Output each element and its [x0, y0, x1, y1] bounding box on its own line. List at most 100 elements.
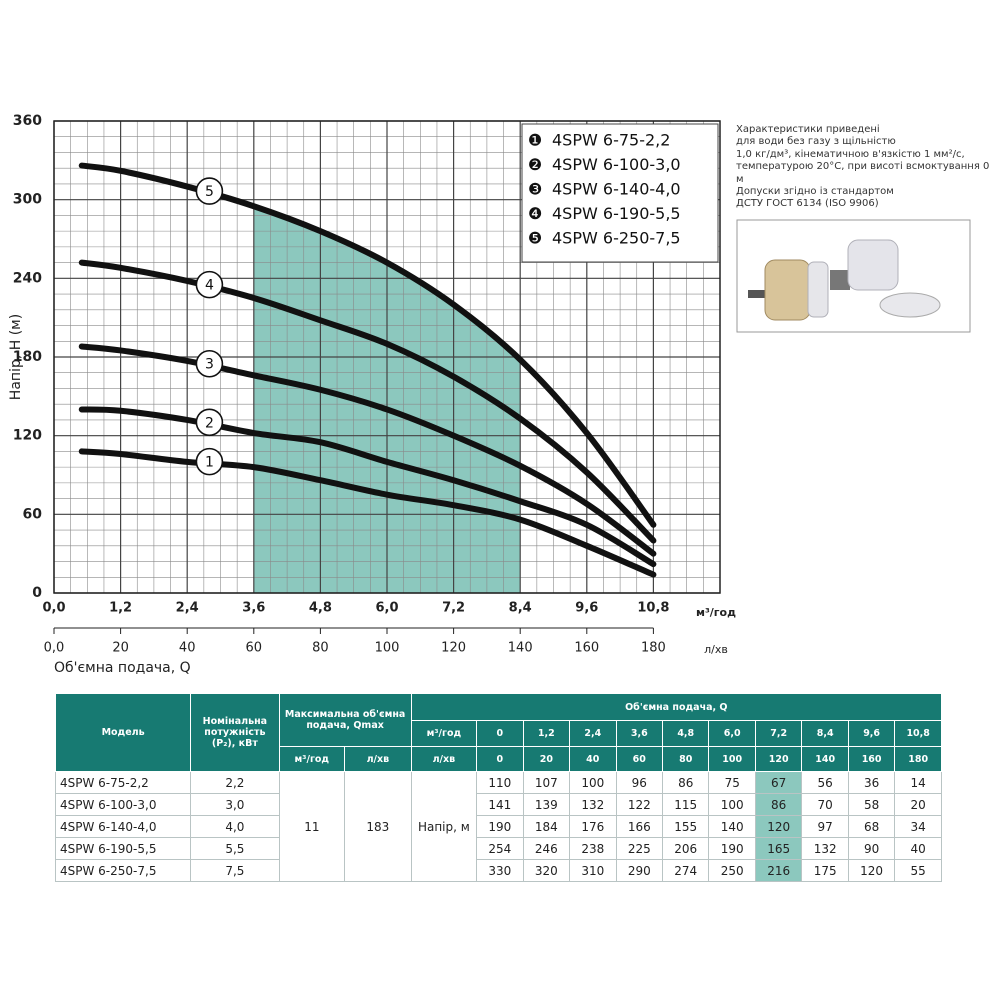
- table-cell: 68: [847, 815, 896, 838]
- table-cell: 110: [476, 771, 524, 794]
- table-cell: 3,0: [190, 793, 280, 816]
- x2-tick-label: 140: [508, 641, 533, 656]
- table-row: м³/год л/хв л/хв 0 20 40 60 80 100 120 140 160 180: [56, 746, 942, 772]
- x2-unit: л/хв: [704, 643, 728, 656]
- table-cell: 58: [847, 793, 896, 816]
- x-tick-label: 6,0: [375, 601, 398, 616]
- table-cell: 330: [476, 859, 524, 882]
- table-cell: 4,0: [190, 815, 280, 838]
- notes: Характеристики приведені для води без газ…: [736, 124, 1000, 211]
- x-tick-label: 9,6: [575, 601, 598, 616]
- y-tick-label: 300: [13, 192, 42, 208]
- x2-tick-label: 20: [112, 641, 129, 656]
- y-tick-label: 180: [13, 349, 42, 365]
- table-cell: 238: [569, 837, 617, 860]
- table-cell: 86: [661, 771, 710, 794]
- y-tick-label: 360: [13, 113, 42, 129]
- y-tick-label: 0: [32, 585, 42, 601]
- table-cell: 55: [894, 859, 942, 882]
- curve-badge: [195, 349, 224, 378]
- table-cell: 90: [847, 837, 896, 860]
- table-cell: Напір, м: [410, 771, 478, 882]
- table-row: м³/год 0 1,2 2,4 3,6 4,8 6,0 7,2 8,4 9,6 10,8: [56, 720, 942, 747]
- note-line: температурою 20°C, при висоті всмоктуван…: [736, 161, 990, 185]
- table-cell: 100: [708, 746, 756, 772]
- table-cell: 4SPW 6-190-5,5: [54, 837, 192, 860]
- x-tick-label: 7,2: [442, 601, 465, 616]
- table-cell: Номінальна потужність (P₂), кВт: [190, 693, 280, 772]
- table-cell: 86: [754, 793, 803, 816]
- table-cell: 250: [708, 859, 756, 882]
- table-cell: 206: [661, 837, 710, 860]
- table-cell: 3,6: [615, 720, 664, 747]
- x2-tick-label: 120: [441, 641, 466, 656]
- x2-tick-label: 0,0: [44, 641, 65, 656]
- curve-label: 1: [205, 455, 214, 471]
- legend-label: 4SPW 6-100-3,0: [552, 155, 681, 174]
- table-cell: 165: [754, 837, 803, 860]
- table-cell: 246: [522, 837, 571, 860]
- table-row: 4SPW 6-75-2,2 2,2 11 183 Напір, м 110 107 100 96…: [54, 771, 942, 882]
- y-tick-label: 60: [23, 506, 43, 522]
- table-cell: 6,0: [708, 720, 756, 747]
- table-cell: м³/год: [410, 720, 478, 747]
- table-cell: 190: [708, 837, 756, 860]
- table-cell: 100: [569, 771, 617, 794]
- table-cell: 2,2: [190, 771, 280, 794]
- table-cell: 97: [801, 815, 849, 838]
- table-cell: 166: [615, 815, 664, 838]
- note-line: Характеристики приведені: [736, 124, 880, 135]
- data-table: Модель Номінальна потужність (P₂), кВт Мак…: [54, 693, 943, 882]
- x2-tick-label: 40: [179, 641, 196, 656]
- table-cell: 14: [894, 771, 942, 794]
- table-cell: 254: [476, 837, 524, 860]
- curve-badge: [195, 270, 224, 299]
- table-cell: 2,4: [569, 720, 617, 747]
- legend-label: 4SPW 6-250-7,5: [552, 229, 681, 248]
- table-cell: 20: [894, 793, 942, 816]
- table-cell: 7,2: [754, 720, 803, 747]
- table-cell: 155: [661, 815, 710, 838]
- x-tick-label: 4,8: [309, 601, 332, 616]
- table-cell: 107: [522, 771, 571, 794]
- table-cell: 4SPW 6-100-3,0: [54, 793, 192, 816]
- legend-marker: ❷: [528, 155, 542, 174]
- x-tick-label: 2,4: [176, 601, 199, 616]
- table-cell: 4SPW 6-250-7,5: [54, 859, 192, 882]
- legend-marker: ❸: [528, 180, 542, 199]
- table-cell: 0: [476, 746, 524, 772]
- curve-label: 4: [205, 278, 214, 294]
- table-cell: 183: [344, 771, 412, 882]
- x2-axis-label: Об'ємна подача, Q: [54, 660, 191, 676]
- table-cell: 120: [754, 746, 803, 772]
- curve: [78, 259, 657, 544]
- table-cell: 140: [801, 746, 849, 772]
- x-tick-label: 1,2: [109, 601, 132, 616]
- legend-marker: ❹: [528, 204, 542, 223]
- legend-label: 4SPW 6-190-5,5: [552, 204, 681, 223]
- table-cell: 120: [754, 815, 803, 838]
- note-line: для води без газу з щільністю: [736, 136, 896, 148]
- plot-frame: [53, 120, 721, 594]
- table-row: Модель Номінальна потужність (P₂), кВт Мак…: [54, 693, 943, 772]
- table-cell: 132: [801, 837, 849, 860]
- table-cell: 132: [569, 793, 617, 816]
- x2-tick-label: 100: [375, 641, 400, 656]
- table-cell: 1,2: [522, 720, 571, 747]
- curve: [78, 162, 657, 528]
- table-cell: 8,4: [801, 720, 849, 747]
- table-cell: 96: [615, 771, 664, 794]
- table-cell: м³/год: [278, 746, 346, 772]
- table-cell: 120: [847, 859, 896, 882]
- table-cell: 290: [615, 859, 664, 882]
- table-row: 4SPW 6-250-7,5 7,5 330 320 310 290 274 250 216 17…: [54, 859, 942, 882]
- curve-label: 2: [205, 415, 214, 431]
- table-cell: 0: [476, 720, 524, 747]
- note-line: 1,0 кг/дм³, кінематичною в'язкістю 1 мм²…: [736, 148, 965, 160]
- table-row: 4SPW 6-140-4,0 4,0 190 184 176 166 155 140 120 97…: [54, 815, 942, 838]
- x-tick-label: 10,8: [637, 601, 669, 616]
- table-cell: 216: [754, 859, 803, 882]
- y-tick-label: 120: [13, 428, 42, 444]
- x2-tick-label: 60: [246, 641, 263, 656]
